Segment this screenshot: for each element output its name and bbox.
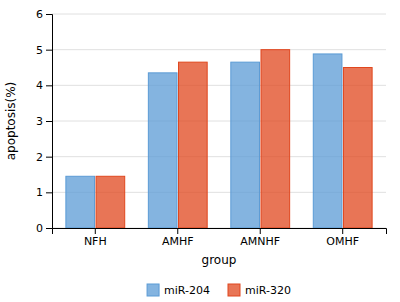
grid bbox=[52, 14, 386, 228]
y-tick: 3 bbox=[36, 115, 52, 128]
x-tick-mark bbox=[177, 228, 178, 234]
y-tick-mark bbox=[46, 14, 52, 15]
y-tick: 5 bbox=[36, 44, 52, 57]
y-tick-label: 2 bbox=[36, 151, 43, 164]
y-axis-title: apoptosis(%) bbox=[4, 82, 18, 161]
x-axis-line bbox=[53, 229, 387, 235]
bar bbox=[261, 50, 290, 228]
y-tick-mark bbox=[46, 157, 52, 158]
bars bbox=[66, 50, 372, 228]
x-tick-mark bbox=[95, 228, 96, 234]
y-tick-label: 0 bbox=[36, 222, 43, 235]
legend: miR-204 miR-320 bbox=[147, 284, 291, 297]
x-tick-label: NFH bbox=[84, 235, 107, 248]
y-tick-mark bbox=[46, 85, 52, 86]
y-tick-label: 6 bbox=[36, 8, 43, 21]
y-tick: 4 bbox=[36, 79, 52, 92]
bar bbox=[96, 176, 125, 228]
x-tick: AMHF bbox=[162, 228, 194, 248]
x-axis-title: group bbox=[202, 253, 237, 267]
y-tick: 6 bbox=[36, 8, 52, 21]
y-tick-label: 5 bbox=[36, 44, 43, 57]
y-tick-mark bbox=[46, 121, 52, 122]
legend-item: miR-204 bbox=[147, 284, 210, 297]
x-tick-label: AMNHF bbox=[240, 235, 280, 248]
legend-swatch bbox=[228, 284, 240, 296]
y-tick: 2 bbox=[36, 151, 52, 164]
y-tick-mark bbox=[46, 50, 52, 51]
y-tick-mark bbox=[46, 192, 52, 193]
x-tick-label: OMHF bbox=[326, 235, 359, 248]
legend-label: miR-320 bbox=[245, 284, 291, 297]
y-tick-label: 4 bbox=[36, 79, 43, 92]
y-tick-label: 3 bbox=[36, 115, 43, 128]
legend-label: miR-204 bbox=[164, 284, 210, 297]
bar bbox=[179, 62, 208, 228]
bar bbox=[148, 73, 177, 228]
bar bbox=[313, 54, 342, 228]
x-tick-mark bbox=[260, 228, 261, 234]
bar bbox=[343, 68, 372, 229]
bar bbox=[231, 62, 260, 228]
x-tick: OMHF bbox=[326, 228, 359, 248]
x-tick: AMNHF bbox=[240, 228, 280, 248]
y-axis: 0 1 2 3 4 5 6 bbox=[36, 8, 53, 235]
x-axis: NFH AMHF AMNHF OMHF bbox=[53, 228, 387, 248]
legend-swatch bbox=[147, 284, 159, 296]
x-tick-mark bbox=[342, 228, 343, 234]
y-tick-label: 1 bbox=[36, 186, 43, 199]
bar bbox=[66, 176, 95, 228]
grid-line bbox=[52, 49, 386, 50]
chart: NFH AMHF AMNHF OMHF 0 1 2 3 4 5 6 group apoptosis(%)… bbox=[0, 0, 400, 302]
grid-line bbox=[52, 14, 386, 15]
legend-item: miR-320 bbox=[228, 284, 291, 297]
x-tick-label: AMHF bbox=[162, 235, 194, 248]
x-tick: NFH bbox=[84, 228, 107, 248]
plot-area: NFH AMHF AMNHF OMHF 0 1 2 3 4 5 6 bbox=[36, 8, 387, 248]
y-tick: 0 bbox=[36, 222, 52, 235]
y-tick: 1 bbox=[36, 186, 52, 199]
y-tick-mark bbox=[46, 228, 52, 229]
y-axis-line bbox=[46, 15, 53, 229]
